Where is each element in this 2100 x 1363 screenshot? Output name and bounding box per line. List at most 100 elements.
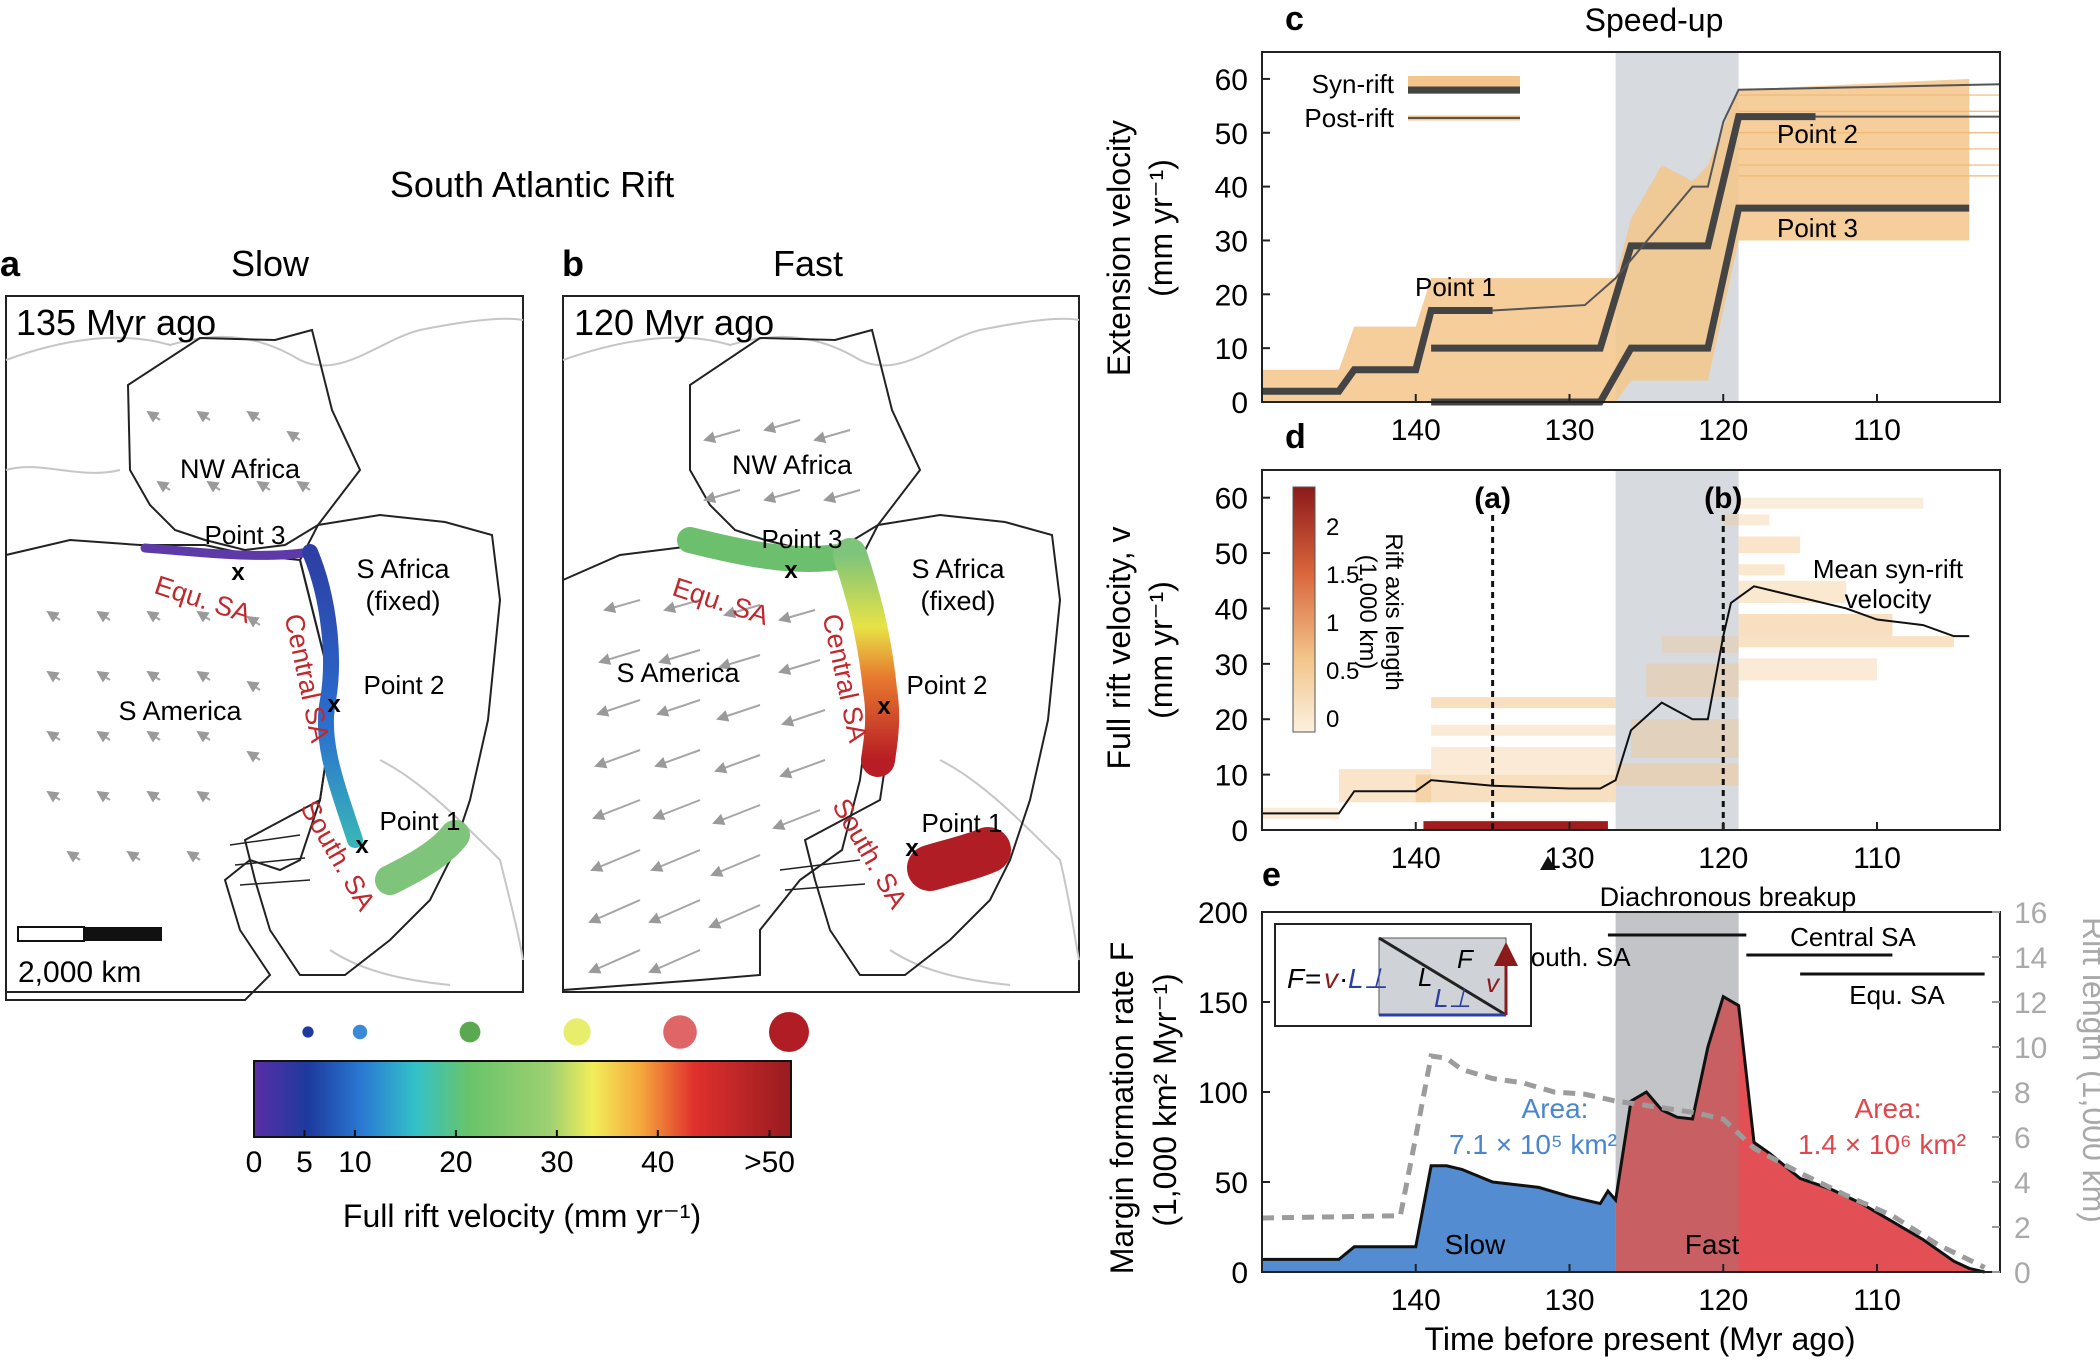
colorbar-gradient <box>253 1060 792 1138</box>
y2-tick-label: 16 <box>2014 897 2047 930</box>
panel-e-y2label: Rift length (1,000 km) <box>2076 917 2100 1223</box>
y-tick-label: 60 <box>1215 483 1248 516</box>
figure-title: South Atlantic Rift <box>390 164 674 205</box>
legend-post-label: Post-rift <box>1304 103 1394 133</box>
colorbar-size-dot <box>663 1015 697 1049</box>
panel-e-letter: e <box>1262 856 1281 894</box>
map-a: NW Africa S Africa (fixed) S America Poi… <box>5 295 524 1001</box>
colorbar-tick-label: 0 <box>246 1146 263 1179</box>
colorbar-size-dot <box>352 1024 368 1040</box>
y-tick-label: 20 <box>1215 279 1248 312</box>
panel-c-yunit: (mm yr⁻¹) <box>1143 159 1179 297</box>
velocity-bin <box>1631 719 1739 758</box>
length-colorbar-tick: 0 <box>1326 706 1339 733</box>
colorbar-size-dot <box>302 1026 314 1038</box>
marker-label-a: (a) <box>1474 482 1511 515</box>
velocity-bin-dense <box>1423 821 1608 830</box>
panel-c-chart: 0 10 20 30 40 50 60 140 130 120 110 Syn-rift Post-ri… <box>1215 51 2001 447</box>
y-tick-label: 0 <box>1231 815 1248 848</box>
x-tick-label: 130 <box>1544 414 1594 447</box>
x-tick-label: 140 <box>1391 842 1441 875</box>
y-tick-label: 0 <box>1231 387 1248 420</box>
velocity-bin <box>1615 763 1739 786</box>
marker-label-b: (b) <box>1704 482 1742 515</box>
y-tick-label: 150 <box>1198 987 1248 1020</box>
y2-tick-label: 14 <box>2014 942 2047 975</box>
area-slow-title: Area: <box>1522 1093 1589 1124</box>
area-slow <box>1262 1165 1616 1272</box>
x-tick-label: 120 <box>1698 414 1748 447</box>
y-tick-label: 100 <box>1198 1077 1248 1110</box>
panel-a-time: 135 Myr ago <box>16 302 216 343</box>
fast-label: Fast <box>1685 1229 1740 1260</box>
inset-F-label: F <box>1457 944 1475 974</box>
y2-tick-label: 0 <box>2014 1257 2031 1290</box>
y-tick-label: 50 <box>1215 118 1248 151</box>
inset-Lperp: L⊥ <box>1348 963 1388 994</box>
area-fast-title: Area: <box>1855 1093 1922 1124</box>
y-tick-label: 10 <box>1215 333 1248 366</box>
series-point-1 <box>1262 306 1493 395</box>
colorbar-size-dot <box>563 1018 591 1046</box>
x-tick-label: 120 <box>1698 842 1748 875</box>
colorbar-tick-label: 30 <box>540 1146 573 1179</box>
series-rift-length <box>1261 1053 1986 1270</box>
legend-syn-label: Syn-rift <box>1312 69 1395 99</box>
y2-tick-label: 10 <box>2014 1032 2047 1065</box>
y-tick-label: 60 <box>1215 64 1248 97</box>
series-mean-syn-rift-velocity <box>1262 585 1970 815</box>
breakup-bar-label-2: Equ. SA <box>1849 980 1945 1010</box>
velocity-bin <box>1431 697 1616 709</box>
speedup-shade-overlay <box>1615 912 1739 1272</box>
x-tick-label: 130 <box>1544 1284 1594 1317</box>
breakup-bar-label-1: Central SA <box>1790 922 1916 952</box>
velocity-bin <box>1661 636 1739 653</box>
label-point3: Point 3 <box>1777 213 1858 243</box>
length-colorbar-tick: 2 <box>1326 514 1339 541</box>
velocity-colorbar: 0 5 10 20 30 40 >50 Full rift velocity (mm yr⁻… <box>246 1012 809 1234</box>
mean-label-2: velocity <box>1845 584 1932 614</box>
slow-label: Slow <box>1445 1229 1506 1260</box>
y-tick-label: 50 <box>1215 538 1248 571</box>
label-point1: Point 1 <box>1415 272 1496 302</box>
breakup-bar-label-0: South. SA <box>1513 942 1631 972</box>
map-a-point3: Point 3 <box>205 520 286 550</box>
inset-eq: = <box>1305 963 1321 994</box>
scale-bar-label: 2,000 km <box>18 956 141 989</box>
length-colorbar-title-2: (1,000 km) <box>1354 555 1381 670</box>
length-colorbar-tick: 1.5 <box>1326 562 1359 589</box>
series-point-2 <box>1431 113 1816 352</box>
colorbar-tick-label: >50 <box>744 1146 795 1179</box>
panel-b-time: 120 Myr ago <box>574 302 774 343</box>
length-colorbar-tick: 1 <box>1326 610 1339 637</box>
colorbar-tick-label: 5 <box>296 1146 313 1179</box>
map-a-s-africa: S Africa <box>356 554 450 584</box>
colorbar-size-dot <box>769 1012 809 1052</box>
colorbar-size-dot <box>459 1021 481 1043</box>
map-a-point2: Point 2 <box>364 670 445 700</box>
panel-e-chart: 0 50 100 150 200 0 2 4 6 8 10 12 14 16 140 130 120 110 Dia… <box>1198 856 2047 1317</box>
speedup-shade <box>1615 470 1739 830</box>
map-b-s-america: S America <box>616 658 740 688</box>
velocity-bin <box>1738 564 1785 576</box>
colorbar-label: Full rift velocity (mm yr⁻¹) <box>343 1198 701 1234</box>
inset-v: v <box>1324 963 1340 994</box>
y2-tick-label: 12 <box>2014 987 2047 1020</box>
length-colorbar-title-1: Rift axis length <box>1380 533 1407 690</box>
x-tick-label: 120 <box>1698 1284 1748 1317</box>
x-tick-label: 110 <box>1853 414 1901 447</box>
series-post-rift-point-1- <box>1492 83 2001 312</box>
velocity-bin <box>1738 497 1924 509</box>
syn-rift-envelope <box>1262 78 1970 402</box>
panel-d-letter: d <box>1285 418 1306 456</box>
map-b-fixed: (fixed) <box>920 586 995 616</box>
mean-label-1: Mean syn-rift <box>1813 554 1964 584</box>
y-tick-label: 40 <box>1215 172 1248 205</box>
panel-c-ylabel: Extension velocity <box>1101 120 1137 376</box>
length-colorbar-tick: 0.5 <box>1326 658 1359 685</box>
y-tick-label: 50 <box>1215 1167 1248 1200</box>
plot-frame <box>1261 51 2001 403</box>
map-b: NW Africa S Africa (fixed) S America Poi… <box>562 295 1080 993</box>
